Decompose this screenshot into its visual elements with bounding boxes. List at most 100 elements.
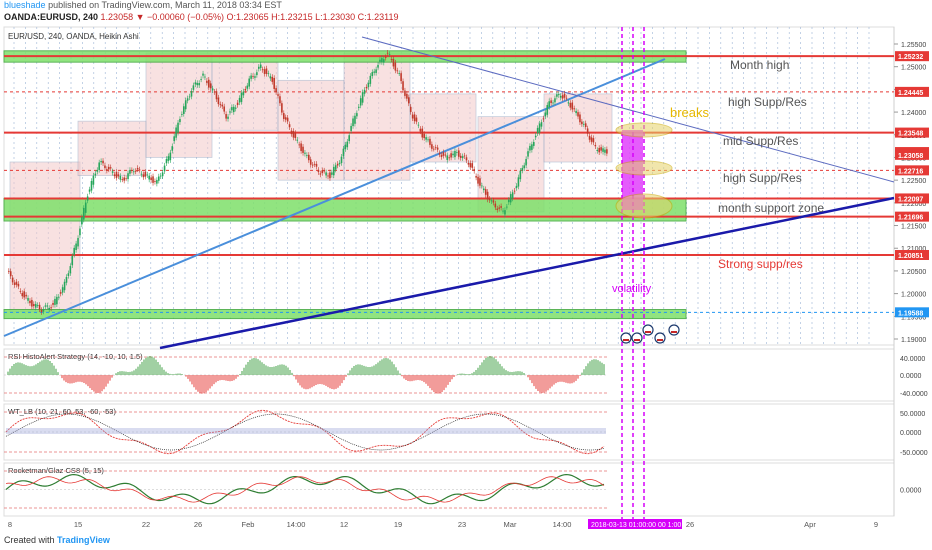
candle-body [134, 170, 137, 172]
price-tick-label: 1.24000 [901, 110, 926, 117]
candle-body [546, 105, 549, 115]
candle-body [54, 298, 56, 305]
candle-body [565, 97, 568, 99]
price-label-box [895, 211, 929, 222]
flag-circle [631, 332, 643, 344]
indicator-panes: RSI HistoAlert Strategy (14, -10, 10, 1.… [4, 352, 928, 509]
candle-body [594, 144, 597, 147]
price-label-text: 1.21696 [898, 215, 923, 222]
candle-body [527, 151, 529, 157]
candle-body [19, 290, 22, 292]
candle-body [36, 305, 39, 306]
candle-body [584, 123, 587, 128]
candle-body [484, 189, 487, 195]
candle-body [523, 165, 525, 169]
candle-body [421, 128, 424, 138]
event-flag-icon[interactable] [654, 332, 666, 344]
candle-body [223, 106, 225, 112]
price-label-text: 1.25232 [898, 54, 923, 61]
candle-body [225, 114, 227, 119]
price-label-text: 1.19588 [898, 310, 923, 317]
candle-body [265, 68, 268, 74]
candle-body [592, 138, 595, 143]
candle-body [540, 122, 543, 127]
published-text: published on TradingView.com, March 11, … [48, 0, 282, 10]
price-label-box [895, 51, 929, 62]
candle-body [33, 304, 35, 306]
price-tick-label: 1.22500 [901, 178, 926, 185]
candle-body [252, 75, 254, 77]
author-name[interactable]: blueshade [4, 0, 46, 10]
candle-body [525, 158, 527, 166]
candle-body [534, 135, 537, 138]
candle-body [254, 76, 256, 78]
indicator-tick-label: -50.0000 [900, 450, 928, 457]
candle-body [173, 136, 175, 142]
event-flag-icon[interactable] [668, 324, 680, 336]
candle-body [309, 159, 312, 165]
candle-body [186, 98, 189, 101]
candle-body [113, 174, 116, 177]
candle-body [46, 305, 49, 307]
candle-body [509, 194, 512, 203]
candle-body [215, 91, 218, 100]
candle-body [323, 170, 325, 172]
candle-body [384, 57, 387, 58]
candle-body [104, 165, 106, 169]
candle-body [133, 171, 135, 173]
candle-body [606, 149, 608, 154]
candle-body [236, 102, 239, 105]
candle-body [71, 256, 74, 266]
annotation-label: month support zone [718, 201, 824, 215]
candle-body [83, 207, 85, 220]
price-tick-label: 1.19500 [901, 314, 926, 321]
price-tick-label: 1.25500 [901, 42, 926, 49]
price-tick-label: 1.20000 [901, 292, 926, 299]
footer-created-with: Created with [4, 535, 55, 545]
candle-body [334, 165, 337, 170]
candle-body [377, 64, 379, 68]
price-tick-label: 1.21000 [901, 246, 926, 253]
main-pane[interactable] [3, 26, 895, 346]
candle-body [361, 92, 364, 103]
candle-body [200, 79, 202, 80]
candle-body [577, 112, 579, 117]
candle-body [446, 155, 449, 160]
candle-body [369, 75, 372, 84]
annotation-label: volatility [612, 283, 652, 295]
candle-body [390, 59, 393, 60]
annotation-label: Strong supp/res [718, 257, 803, 271]
time-marker-label: 2018-03-13 01:00:00 00 1:00 [591, 522, 681, 529]
event-flag-icon[interactable] [631, 332, 643, 344]
candle-body [61, 287, 64, 293]
candle-body [277, 94, 279, 96]
price-label-box [895, 127, 929, 138]
candle-body [127, 173, 129, 180]
event-flags[interactable] [620, 324, 680, 344]
rising-trendline-strong [159, 196, 895, 350]
candle-body [129, 169, 131, 174]
candle-body [115, 171, 118, 178]
event-flag-icon[interactable] [620, 332, 632, 344]
wt-line-2 [5, 413, 605, 451]
candle-body [42, 309, 45, 312]
flag-stripe [657, 339, 663, 341]
candle-body [317, 169, 320, 173]
annotations: Month high high Supp/Res breaks mid Supp/Re… [612, 58, 824, 295]
vertical-session-lines [13, 27, 870, 345]
candle-body [65, 277, 68, 283]
candle-body [152, 176, 154, 183]
candle-body [269, 76, 272, 79]
candle-body [194, 82, 197, 85]
candle-body [77, 237, 79, 247]
candle-body [209, 83, 212, 89]
tradingview-logo-text[interactable]: TradingView [57, 535, 110, 545]
candle-body [536, 128, 539, 134]
candle-body [471, 163, 474, 168]
candle-body [379, 59, 381, 62]
event-flag-icon[interactable] [642, 324, 654, 336]
candle-body [469, 163, 472, 168]
candle-body [454, 150, 456, 158]
candle-body [111, 171, 114, 173]
